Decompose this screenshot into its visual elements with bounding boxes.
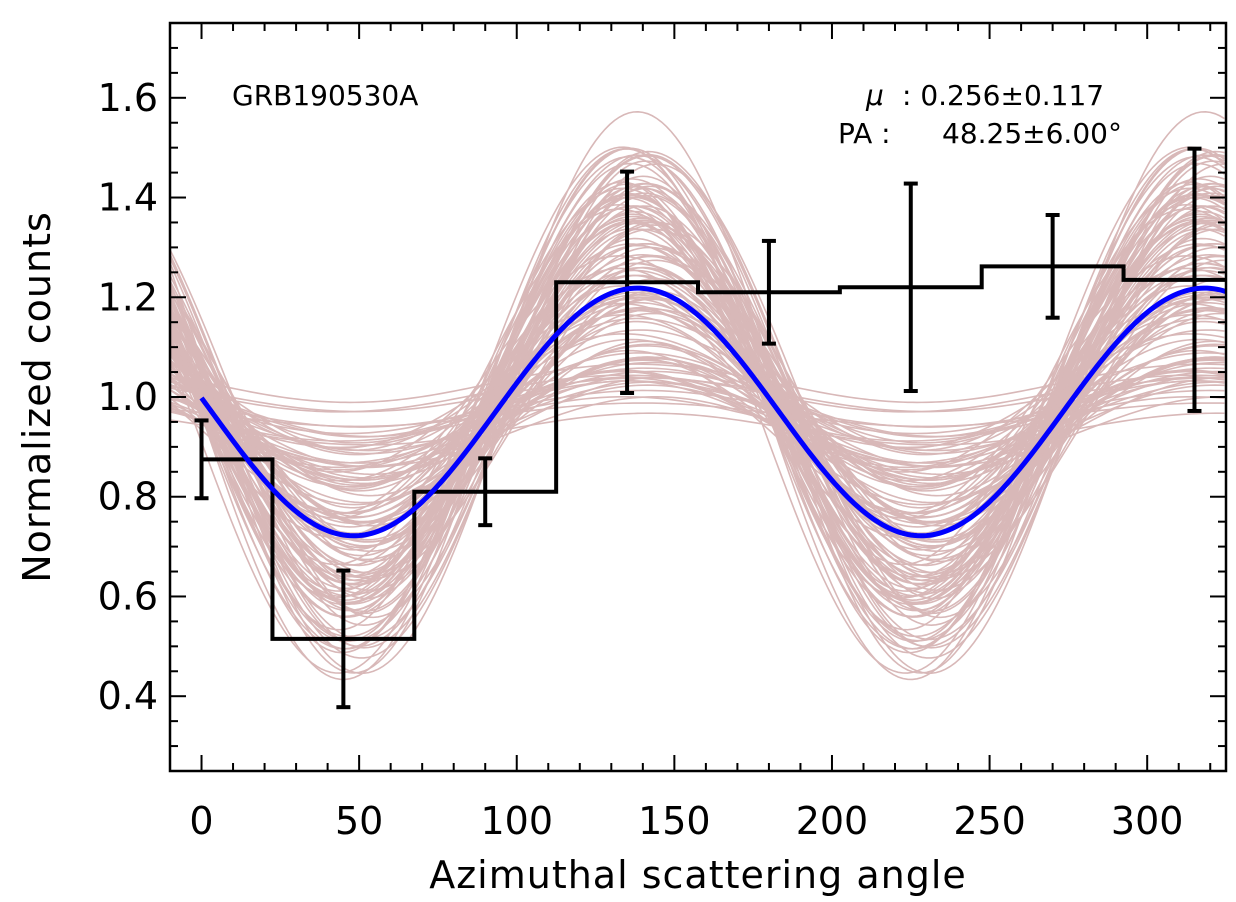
error-bar: [761, 238, 776, 346]
posterior-sample-curve: [170, 363, 1225, 404]
x-tick-label: 100: [480, 799, 553, 843]
posterior-sample-curve: [170, 369, 1225, 469]
grb-name-label: GRB190530A: [232, 79, 418, 112]
y-tick-label: 0.4: [98, 674, 158, 718]
error-bars-group: [194, 146, 1202, 710]
error-bar: [478, 456, 493, 528]
error-bar: [620, 169, 635, 396]
axis-ticks: [170, 23, 1226, 771]
best-fit-group: [199, 285, 1226, 539]
y-tick-label: 1.6: [98, 76, 158, 120]
posterior-sample-curve: [170, 153, 1225, 613]
mu-value: : 0.256±0.117: [902, 79, 1104, 112]
posterior-sample-curve: [170, 175, 1225, 648]
error-bar: [194, 418, 209, 501]
y-tick-label: 0.8: [98, 475, 158, 519]
x-tick-labels: 0 50 100 150 200 250 300: [189, 799, 1183, 843]
posterior-sample-curve: [170, 380, 1225, 464]
y-axis-title: Normalized counts: [15, 211, 59, 583]
x-tick-label: 300: [1111, 799, 1184, 843]
x-tick-label: 0: [189, 799, 213, 843]
posterior-sample-curve: [170, 185, 1225, 600]
x-axis-title: Azimuthal scattering angle: [429, 853, 967, 897]
best-fit-curve: [199, 285, 1226, 539]
posterior-sample-curves: [170, 110, 1225, 681]
y-tick-labels: 0.4 0.6 0.8 1.0 1.2 1.4 1.6: [98, 76, 158, 718]
pa-label: PA :: [838, 117, 891, 150]
posterior-sample-curve: [170, 192, 1225, 601]
y-tick-label: 1.0: [98, 375, 158, 419]
posterior-sample-curve: [170, 253, 1225, 518]
x-tick-label: 150: [638, 799, 711, 843]
y-tick-label: 1.4: [98, 176, 158, 220]
x-tick-label: 50: [335, 799, 383, 843]
y-tick-label: 0.6: [98, 574, 158, 618]
pa-value: 48.25±6.00°: [942, 117, 1122, 150]
y-tick-label: 1.2: [98, 275, 158, 319]
error-bar: [1187, 146, 1202, 413]
error-bar: [903, 181, 918, 394]
x-tick-label: 250: [953, 799, 1026, 843]
x-tick-label: 200: [796, 799, 869, 843]
error-bar: [1045, 212, 1060, 320]
posterior-sample-curve: [170, 395, 1225, 442]
mu-symbol: μ: [865, 79, 884, 112]
error-bar: [336, 568, 351, 710]
